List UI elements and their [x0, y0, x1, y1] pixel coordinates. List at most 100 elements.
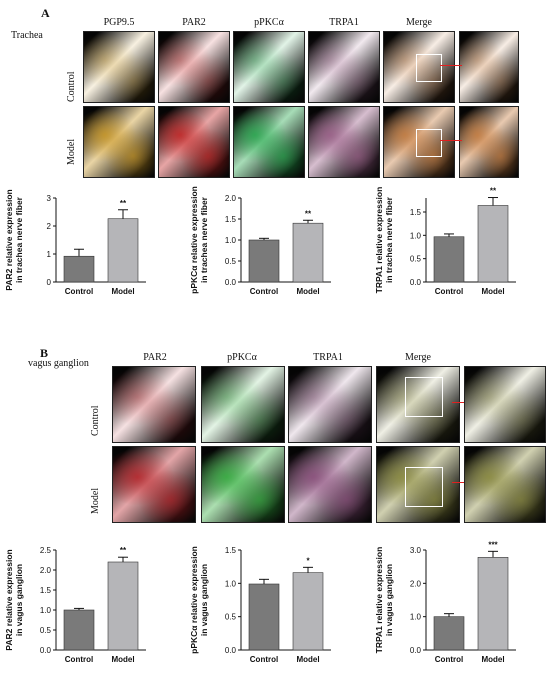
y-tick-label: 1.5: [225, 215, 237, 224]
x-tick-label: Control: [435, 655, 463, 664]
panel-b-tile-3-1: [376, 446, 460, 523]
panel-a-tile-2-0: [233, 31, 305, 103]
y-tick-label: 1.5: [40, 586, 52, 595]
panel-a-col-pgp95: PGP9.5: [103, 17, 135, 28]
panel-b-row-model: Model: [90, 487, 101, 514]
panel-a-tile-1-0: [158, 31, 230, 103]
panel-a-letter: A: [41, 6, 50, 20]
y-tick-label: 0.5: [225, 613, 237, 622]
bar-control: [248, 239, 280, 283]
y-axis-label: pPKCα relative expression in trachea nerv…: [189, 186, 209, 294]
panel-b-tile-0-0: [112, 366, 196, 443]
bar-model: [477, 205, 509, 283]
x-tick-label: Model: [296, 655, 319, 664]
panel-a-col-trpa1: TRPA1: [329, 17, 359, 28]
y-tick-label: 0.0: [410, 646, 422, 655]
y-tick-label: 1.5: [225, 546, 237, 555]
y-tick-label: 0.5: [40, 626, 52, 635]
panel-a-col-par2: PAR2: [182, 17, 206, 28]
x-tick-label: Model: [481, 287, 504, 296]
panel-b-zoom-tile-1: [464, 446, 546, 523]
bar-model: [107, 561, 139, 651]
y-tick-label: 1.0: [40, 606, 52, 615]
zoom-arrow-icon: [452, 402, 464, 403]
zoom-arrow-icon: [440, 140, 462, 141]
bar-control: [433, 236, 465, 283]
x-tick-label: Control: [250, 287, 278, 296]
y-axis-label-line: in vagus ganglion: [384, 564, 394, 636]
zoom-arrow-icon: [440, 65, 462, 66]
y-tick-label: 2.0: [40, 566, 52, 575]
x-tick-label: Model: [111, 655, 134, 664]
y-tick-label: 2.0: [410, 579, 422, 588]
y-axis-label: PAR2 relative expression in trachea nerve…: [4, 189, 24, 290]
y-axis-label-line: in vagus ganglion: [199, 564, 209, 636]
panel-a-tile-1-1: [158, 106, 230, 178]
panel-b-row-control: Control: [90, 405, 101, 436]
significance-label: **: [305, 209, 312, 218]
y-tick-label: 0.0: [225, 646, 237, 655]
panel-a-tile-0-1: [83, 106, 155, 178]
y-axis-label-line: PAR2 relative expression: [4, 549, 14, 650]
y-axis-label-line: TRPA1 relative expression: [374, 547, 384, 654]
zoom-arrow-icon: [452, 482, 464, 483]
x-tick-label: Control: [65, 655, 93, 664]
y-tick-label: 0.0: [410, 278, 422, 287]
panel-b-col-par2: PAR2: [143, 352, 167, 363]
zoom-region-box: [405, 377, 443, 417]
chart-ppkca-vagus: pPKCα relative expression in vagus gangli…: [189, 546, 331, 664]
panel-a-zoom-tile-1: [459, 106, 519, 178]
y-tick-label: 1: [47, 250, 52, 259]
chart-par2-vagus: PAR2 relative expression in vagus ganglio…: [4, 546, 146, 664]
y-axis-label-line: TRPA1 relative expression: [374, 187, 384, 294]
zoom-region-box: [405, 467, 443, 507]
panel-a-tile-4-1: [383, 106, 455, 178]
panel-b-tile-3-0: [376, 366, 460, 443]
bar-control: [63, 609, 95, 651]
y-tick-label: 1.0: [410, 613, 422, 622]
panel-a-tile-0-0: [83, 31, 155, 103]
y-axis-label: TRPA1 relative expression in vagus gangli…: [374, 547, 394, 654]
zoom-region-box: [416, 129, 442, 157]
y-tick-label: 1.5: [410, 208, 422, 217]
bar-control: [248, 583, 280, 651]
x-tick-label: Control: [435, 287, 463, 296]
zoom-region-box: [416, 54, 442, 82]
y-axis-label-line: in vagus ganglion: [14, 564, 24, 636]
bar-model: [292, 572, 324, 651]
y-axis-label: TRPA1 relative expression in trachea nerv…: [374, 187, 394, 294]
y-tick-label: 0: [47, 278, 52, 287]
x-tick-label: Model: [481, 655, 504, 664]
y-axis-label: PAR2 relative expression in vagus ganglio…: [4, 549, 24, 650]
panel-b-tile-2-1: [288, 446, 372, 523]
panel-b-tissue-label: vagus ganglion: [28, 358, 89, 369]
significance-label: **: [120, 546, 127, 555]
panel-b-zoom-tile-0: [464, 366, 546, 443]
bar-model: [107, 218, 139, 283]
panel-a-zoom-tile-0: [459, 31, 519, 103]
y-tick-label: 0.5: [225, 257, 237, 266]
chart-par2-trachea: PAR2 relative expression in trachea nerve…: [4, 189, 146, 296]
y-axis-label-line: in trachea nerve fiber: [384, 196, 394, 283]
y-tick-label: 2: [47, 222, 52, 231]
bar-model: [292, 222, 324, 283]
chart-ppkca-trachea: pPKCα relative expression in trachea nerv…: [189, 186, 331, 296]
panel-b-col-ppkca: pPKCα: [227, 352, 257, 363]
y-tick-label: 3.0: [410, 546, 422, 555]
significance-label: **: [120, 199, 127, 208]
panel-b-tile-0-1: [112, 446, 196, 523]
panel-a-tile-4-0: [383, 31, 455, 103]
y-tick-label: 0.0: [225, 278, 237, 287]
panel-b-col-merge: Merge: [405, 352, 431, 363]
y-tick-label: 1.0: [410, 231, 422, 240]
y-tick-label: 3: [47, 194, 52, 203]
y-tick-label: 0.5: [410, 255, 422, 264]
panel-b-tile-2-0: [288, 366, 372, 443]
y-axis-label: pPKCα relative expression in vagus gangli…: [189, 546, 209, 654]
panel-a-col-merge: Merge: [406, 17, 432, 28]
panel-a-row-control: Control: [66, 71, 77, 102]
x-tick-label: Control: [65, 287, 93, 296]
y-tick-label: 1.0: [225, 236, 237, 245]
bar-control: [63, 255, 95, 283]
panel-a-tile-3-1: [308, 106, 380, 178]
